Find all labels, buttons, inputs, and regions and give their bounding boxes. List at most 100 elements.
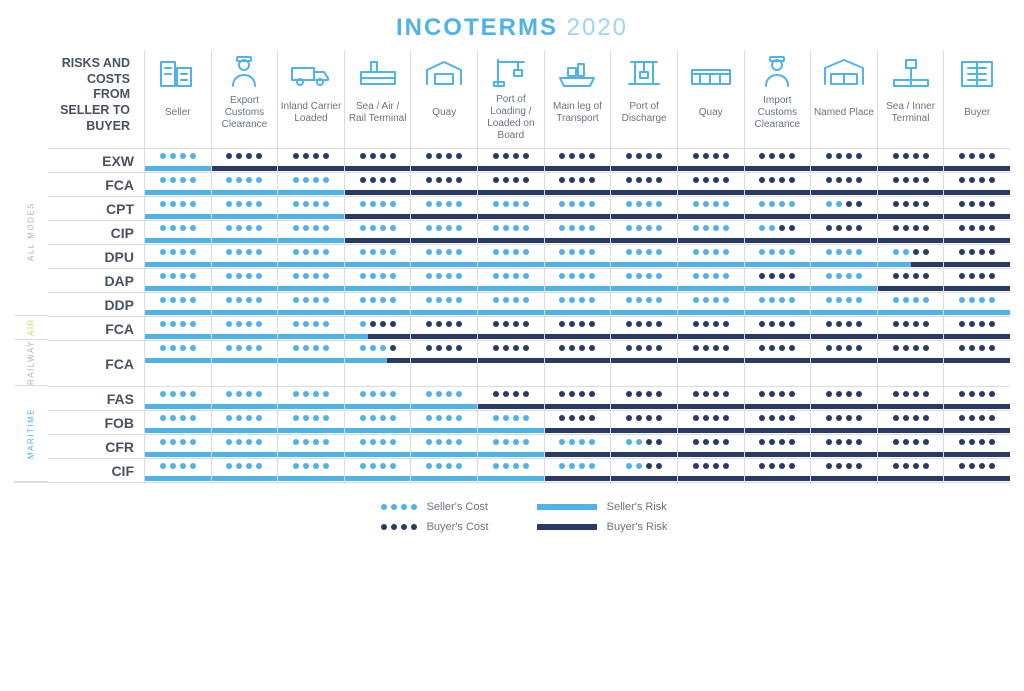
table-cell (477, 386, 544, 410)
table-cell (477, 340, 544, 386)
table-cell (277, 316, 344, 340)
legend-buyers-cost: Buyer's Cost (357, 521, 489, 533)
table-cell (943, 434, 1010, 458)
table-cell (744, 458, 811, 482)
table-cell (344, 410, 411, 434)
column-header: Port of Loading / Loaded on Board (477, 50, 544, 148)
column-label: Main leg of Transport (547, 94, 609, 132)
column-header: Import Customs Clearance (744, 50, 811, 148)
table-cell (144, 148, 211, 172)
table-cell (344, 172, 411, 196)
table-cell (677, 220, 744, 244)
table-cell (677, 244, 744, 268)
table-cell (744, 292, 811, 316)
table-cell (943, 172, 1010, 196)
table-cell (744, 434, 811, 458)
table-cell (544, 268, 611, 292)
column-header: Quay (677, 50, 744, 148)
table-cell (344, 386, 411, 410)
table-cell (810, 292, 877, 316)
table-cell (610, 434, 677, 458)
column-label: Sea / Air / Rail Terminal (347, 94, 409, 132)
table-cell (744, 244, 811, 268)
table-cell (144, 220, 211, 244)
table-cell (544, 220, 611, 244)
table-cell (810, 434, 877, 458)
table-cell (544, 434, 611, 458)
table-cell (144, 268, 211, 292)
incoterm-code: FCA (48, 316, 144, 340)
table-cell (344, 316, 411, 340)
table-cell (877, 268, 944, 292)
table-cell (877, 172, 944, 196)
table-cell (410, 220, 477, 244)
ship-icon (554, 54, 600, 90)
table-cell (744, 220, 811, 244)
table-cell (677, 148, 744, 172)
table-cell (144, 172, 211, 196)
table-cell (877, 292, 944, 316)
column-label: Quay (699, 94, 723, 132)
table-cell (544, 316, 611, 340)
table-cell (277, 148, 344, 172)
table-cell (943, 386, 1010, 410)
table-cell (344, 148, 411, 172)
table-cell (877, 196, 944, 220)
table-cell (277, 196, 344, 220)
table-cell (477, 316, 544, 340)
column-header: Seller (144, 50, 211, 148)
table-cell (144, 244, 211, 268)
table-cell (211, 434, 278, 458)
table-cell (677, 316, 744, 340)
table-cell (877, 340, 944, 386)
table-cell (610, 268, 677, 292)
table-cell (410, 340, 477, 386)
officer-icon (754, 54, 800, 90)
table-cell (144, 196, 211, 220)
table-cell (677, 410, 744, 434)
table-cell (810, 172, 877, 196)
table-cell (943, 148, 1010, 172)
table-cell (211, 172, 278, 196)
incoterm-code: FOB (48, 410, 144, 434)
table-cell (810, 268, 877, 292)
table-cell (211, 196, 278, 220)
table-cell (144, 316, 211, 340)
table-cell (211, 268, 278, 292)
table-cell (277, 434, 344, 458)
incoterm-code: FCA (48, 340, 144, 386)
table-cell (744, 172, 811, 196)
table-cell (144, 340, 211, 386)
table-cell (410, 148, 477, 172)
table-cell (544, 386, 611, 410)
column-label: Import Customs Clearance (747, 94, 809, 132)
incoterm-code: CFR (48, 434, 144, 458)
table-cell (477, 172, 544, 196)
column-label: Named Place (814, 94, 874, 132)
table-cell (544, 458, 611, 482)
table-cell (610, 340, 677, 386)
table-cell (677, 434, 744, 458)
table-cell (477, 292, 544, 316)
table-cell (344, 244, 411, 268)
table-cell (610, 386, 677, 410)
table-cell (943, 196, 1010, 220)
table-cell (744, 268, 811, 292)
table-cell (610, 458, 677, 482)
crane-icon (488, 54, 534, 90)
table-cell (344, 220, 411, 244)
warehouse-icon (421, 54, 467, 90)
column-header: Buyer (943, 50, 1010, 148)
table-cell (544, 340, 611, 386)
column-header: Export Customs Clearance (211, 50, 278, 148)
incoterm-code: DAP (48, 268, 144, 292)
table-cell (211, 458, 278, 482)
table-cell (610, 244, 677, 268)
table-cell (410, 434, 477, 458)
table-cell (277, 340, 344, 386)
table-cell (544, 410, 611, 434)
column-label: Inland Carrier Loaded (280, 94, 342, 132)
table-cell (677, 268, 744, 292)
table-cell (477, 220, 544, 244)
table-cell (277, 220, 344, 244)
